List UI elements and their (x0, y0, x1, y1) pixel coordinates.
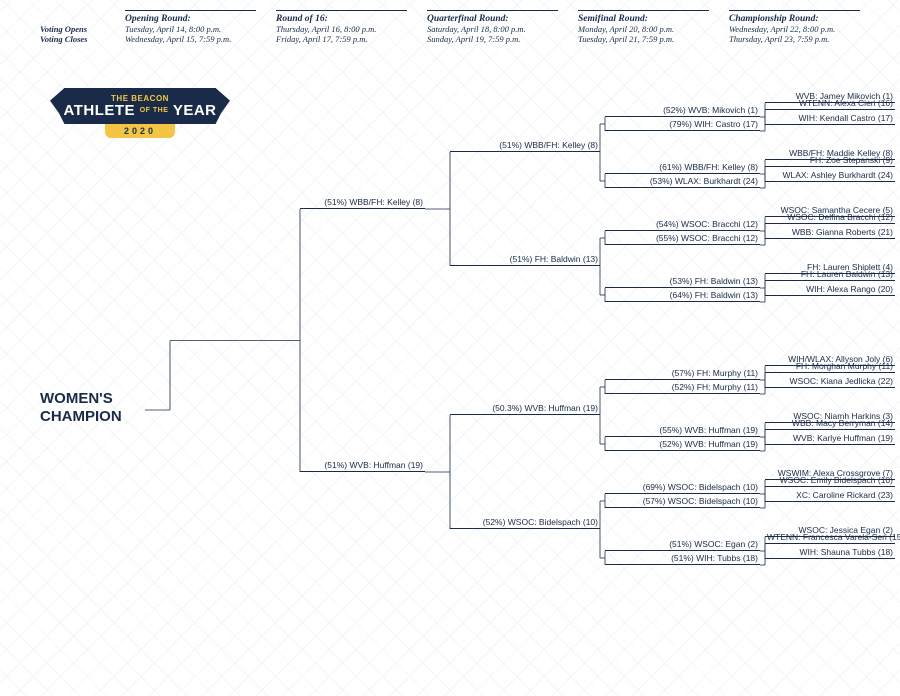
r32-entry: WVB: Karlye Huffman (19) (765, 434, 895, 445)
sf-entry: (51%) WVB: Huffman (19) (300, 461, 425, 472)
r16-entry: (57%) WSOC: Bidelspach (10) (605, 497, 760, 508)
r16-entry: (57%) FH: Murphy (11) (605, 369, 760, 380)
r16-entry: (69%) WSOC: Bidelspach (10) (605, 483, 760, 494)
schedule-header: Voting Opens Voting Closes Opening Round… (40, 10, 860, 44)
r32-entry: WIH: Alexa Rango (20) (765, 285, 895, 296)
round-sf: Semifinal Round: Monday, April 20, 8:00 … (578, 10, 709, 44)
label-opens: Voting Opens (40, 24, 87, 34)
r32-entry: WTENN: Alexa Cieri (16) (765, 99, 895, 110)
qf-entry: (50.3%) WVB: Huffman (19) (450, 404, 600, 415)
qf-entry: (51%) WBB/FH: Kelley (8) (450, 141, 600, 152)
r16-entry: (54%) WSOC: Bracchi (12) (605, 220, 760, 231)
r32-entry: FH: Lauren Baldwin (13) (765, 270, 895, 281)
r16-entry: (52%) WVB: Huffman (19) (605, 440, 760, 451)
r16-entry: (64%) FH: Baldwin (13) (605, 291, 760, 302)
sf-entry: (51%) WBB/FH: Kelley (8) (300, 198, 425, 209)
qf-entry: (51%) FH: Baldwin (13) (450, 255, 600, 266)
r16-entry: (51%) WIH: Tubbs (18) (605, 554, 760, 565)
r32-entry: WSOC: Emily Bidelspach (10) (765, 476, 895, 487)
r16-entry: (51%) WSOC: Egan (2) (605, 540, 760, 551)
round-qf: Quarterfinal Round: Saturday, April 18, … (427, 10, 558, 44)
r32-entry: XC: Caroline Rickard (23) (765, 491, 895, 502)
r16-entry: (53%) FH: Baldwin (13) (605, 277, 760, 288)
label-closes: Voting Closes (40, 34, 87, 44)
r16-entry: (55%) WVB: Huffman (19) (605, 426, 760, 437)
r16-entry: (53%) WLAX: Burkhardt (24) (605, 177, 760, 188)
round-champ: Championship Round: Wednesday, April 22,… (729, 10, 860, 44)
r32-entry: WSOC: Kiana Jedlicka (22) (765, 377, 895, 388)
r32-entry: WBB: Gianna Roberts (21) (765, 228, 895, 239)
r16-entry: (79%) WIH: Castro (17) (605, 120, 760, 131)
r32-entry: WTENN: Francesca Varela-Seri (15) (765, 533, 895, 544)
r16-entry: (52%) FH: Murphy (11) (605, 383, 760, 394)
r16-entry: (52%) WVB: Mikovich (1) (605, 106, 760, 117)
r32-entry: WLAX: Ashley Burkhardt (24) (765, 171, 895, 182)
round-opening: Opening Round: Tuesday, April 14, 8:00 p… (125, 10, 256, 44)
header-labels: Voting Opens Voting Closes (40, 10, 105, 44)
r32-entry: WIH: Kendall Castro (17) (765, 114, 895, 125)
r32-entry: FH: Zoe Stepanski (9) (765, 156, 895, 167)
r16-entry: (61%) WBB/FH: Kelley (8) (605, 163, 760, 174)
r32-entry: WIH: Shauna Tubbs (18) (765, 548, 895, 559)
round-16: Round of 16: Thursday, April 16, 8:00 p.… (276, 10, 407, 44)
qf-entry: (52%) WSOC: Bidelspach (10) (450, 518, 600, 529)
r32-entry: WSOC: Delfina Bracchi (12) (765, 213, 895, 224)
r32-entry: FH: Morghan Murphy (11) (765, 362, 895, 373)
r32-entry: WBB: Macy Berryman (14) (765, 419, 895, 430)
r16-entry: (55%) WSOC: Bracchi (12) (605, 234, 760, 245)
